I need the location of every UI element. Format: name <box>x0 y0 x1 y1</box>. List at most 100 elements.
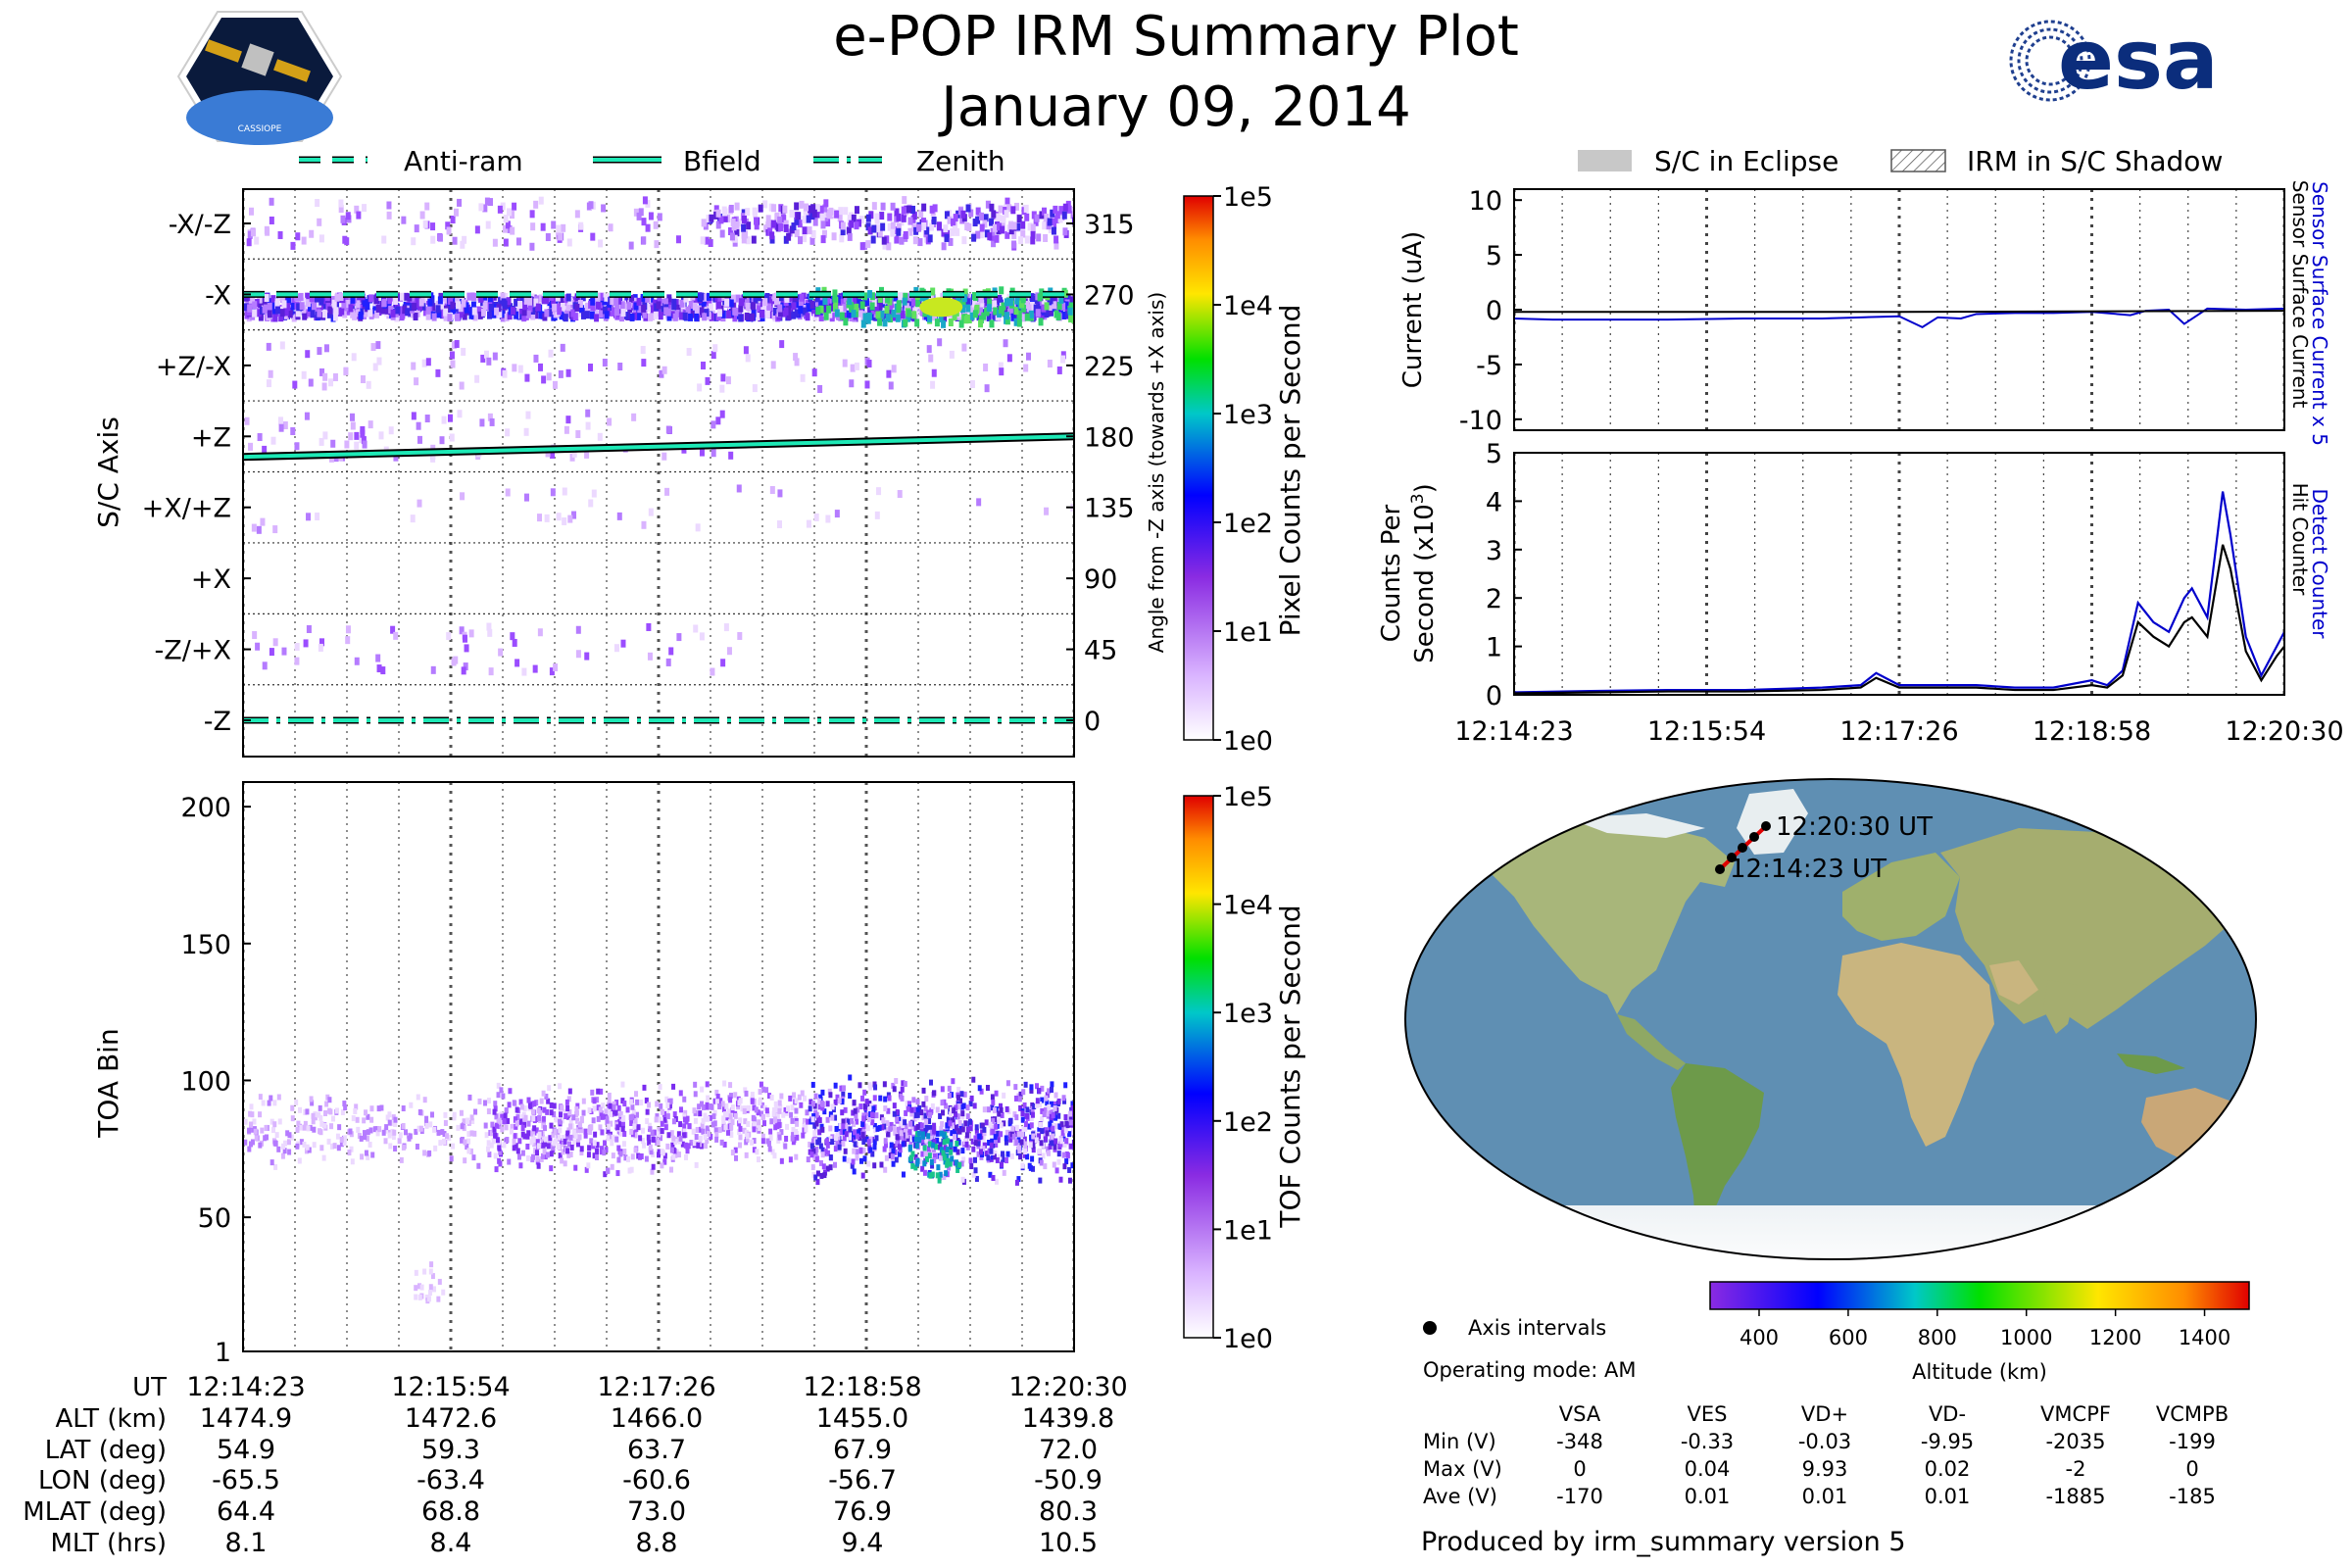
pixel-count-cell <box>372 363 378 371</box>
tof-count-cell <box>535 1139 540 1146</box>
tof-count-cell <box>567 1109 572 1116</box>
pixel-count-cell <box>474 374 480 383</box>
pixel-count-cell <box>745 354 751 363</box>
pixel-count-cell <box>777 216 783 224</box>
tof-count-cell <box>1049 1086 1054 1093</box>
pixel-count-cell <box>921 218 927 226</box>
pixel-count-cell <box>659 369 664 378</box>
tof-count-cell <box>964 1135 969 1142</box>
pixel-count-cell <box>720 310 726 318</box>
pixel-count-cell <box>796 294 802 303</box>
tof-count-cell <box>867 1082 872 1089</box>
pixel-count-cell <box>797 220 803 228</box>
pixel-count-cell <box>545 233 551 242</box>
pixel-count-cell <box>992 313 998 321</box>
pixel-count-cell <box>547 309 553 318</box>
tof-count-cell <box>920 1131 925 1138</box>
pixel-count-cell <box>632 312 638 320</box>
pixel-count-cell <box>279 341 285 350</box>
tof-count-cell <box>930 1102 935 1109</box>
tof-count-cell <box>343 1104 348 1111</box>
pixel-count-cell <box>510 226 515 235</box>
ephemeris-cell: 1455.0 <box>816 1403 908 1434</box>
tof-count-cell <box>729 1124 734 1131</box>
tof-count-cell <box>438 1140 443 1147</box>
tof-count-cell <box>791 1139 796 1146</box>
tof-count-cell <box>703 1115 708 1122</box>
tof-count-cell <box>407 1135 412 1142</box>
pixel-count-cell <box>765 221 771 230</box>
tof-count-cell <box>1049 1101 1054 1107</box>
tof-count-cell <box>282 1148 287 1154</box>
pixel-count-cell <box>544 514 550 522</box>
tof-count-cell <box>640 1137 645 1144</box>
tof-count-cell <box>886 1092 891 1099</box>
tof-count-cell <box>1037 1088 1042 1095</box>
tof-count-cell <box>671 1153 676 1160</box>
pixel-count-cell <box>912 236 918 245</box>
tof-count-cell <box>607 1098 612 1104</box>
pixel-count-cell <box>931 217 937 225</box>
tof-count-cell <box>669 1147 674 1153</box>
pixel-count-cell <box>361 436 367 445</box>
tof-count-cell <box>974 1128 979 1135</box>
pixel-count-cell <box>864 298 870 307</box>
tof-count-cell <box>456 1124 461 1131</box>
tof-count-cell <box>1004 1157 1008 1164</box>
tof-count-cell <box>918 1158 923 1165</box>
pixel-count-cell <box>701 298 707 307</box>
tof-count-cell <box>715 1094 720 1101</box>
tof-count-cell <box>258 1111 263 1118</box>
pixel-count-cell <box>906 309 912 318</box>
tof-count-cell <box>996 1137 1001 1144</box>
tof-count-cell <box>828 1111 833 1118</box>
tof-count-cell <box>523 1114 528 1121</box>
tof-count-cell <box>591 1117 596 1124</box>
pixel-count-cell <box>457 198 463 207</box>
tof-count-cell <box>537 1135 542 1142</box>
counts-tick-label: 4 <box>1486 487 1502 517</box>
pixel-count-cell <box>880 299 886 308</box>
tof-count-cell <box>483 1100 488 1106</box>
tof-count-cell <box>328 1108 333 1115</box>
pixel-count-cell <box>899 236 905 245</box>
tof-count-cell <box>342 1140 347 1147</box>
pixel-count-cell <box>295 232 301 241</box>
pixel-count-cell <box>896 300 902 309</box>
tof-count-cell <box>560 1157 564 1164</box>
tof-count-cell <box>907 1145 912 1152</box>
pixel-count-cell <box>570 309 576 318</box>
tof-count-cell <box>393 1145 398 1152</box>
pixel-count-cell <box>1033 304 1039 313</box>
tof-count-cell <box>516 1153 521 1160</box>
pixel-count-cell <box>338 199 344 208</box>
tof-count-cell <box>484 1132 489 1139</box>
pixel-count-cell <box>783 223 789 232</box>
colorbar-tick-label: 1e3 <box>1223 400 1273 430</box>
tof-count-cell <box>833 1114 838 1121</box>
pixel-count-cell <box>580 311 586 319</box>
pixel-count-cell <box>910 298 916 307</box>
tof-count-cell <box>890 1153 895 1160</box>
pixel-count-cell <box>1044 307 1050 316</box>
pixel-count-cell <box>646 622 652 631</box>
pixel-count-cell <box>424 202 430 211</box>
pixel-count-cell <box>941 228 947 237</box>
pixel-count-cell <box>814 299 820 308</box>
tof-count-cell <box>730 1150 735 1156</box>
tof-count-cell <box>990 1138 995 1145</box>
pixel-count-cell <box>665 658 671 666</box>
world-map: 12:20:30 UT 12:14:23 UT <box>1404 778 2257 1260</box>
tof-count-cell <box>247 1127 252 1134</box>
tof-count-cell <box>742 1127 747 1134</box>
tof-count-cell <box>532 1101 537 1107</box>
tof-count-cell <box>819 1172 824 1179</box>
tof-count-cell <box>551 1131 556 1138</box>
pixel-count-cell <box>647 652 653 661</box>
tof-count-cell <box>856 1106 860 1113</box>
pixel-count-cell <box>818 313 824 321</box>
tof-count-cell <box>835 1140 840 1147</box>
tof-count-cell <box>1031 1133 1036 1140</box>
tof-count-cell <box>960 1148 965 1154</box>
time-tick-label: 12:20:30 <box>2225 716 2343 747</box>
